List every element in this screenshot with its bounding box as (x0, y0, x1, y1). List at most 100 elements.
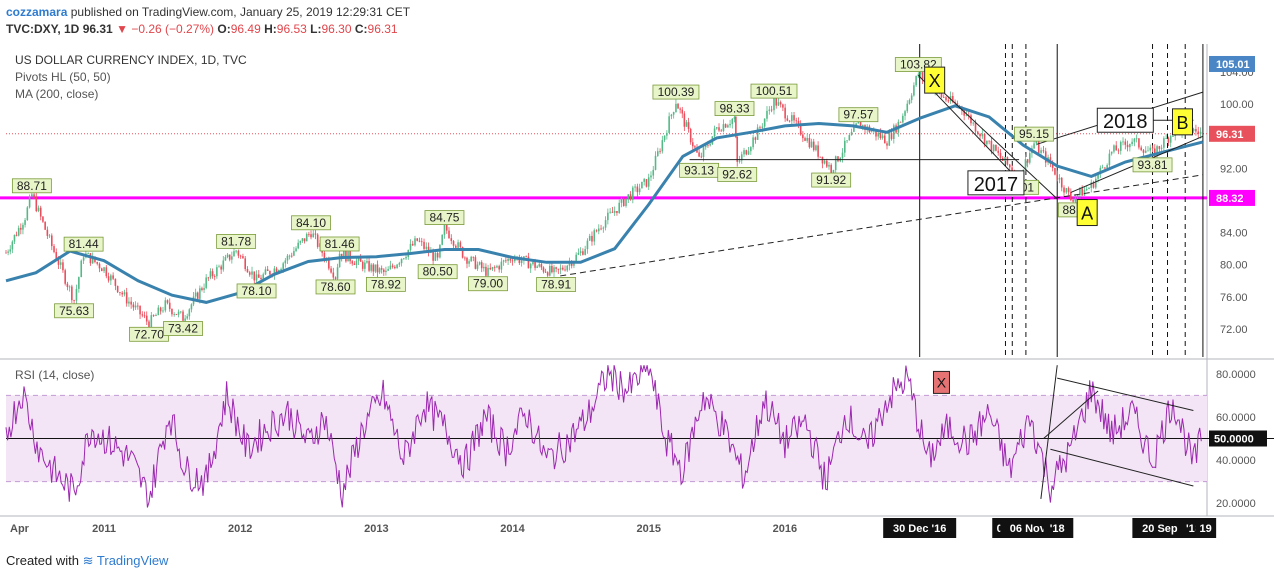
candle-body (496, 266, 498, 268)
candle-body (1138, 138, 1140, 148)
candle-body (420, 241, 423, 243)
candle-body (638, 188, 641, 193)
candle-body (175, 314, 178, 315)
candle-body (487, 267, 489, 276)
rsi-legend[interactable]: RSI (14, close) (15, 368, 95, 382)
candle-body (239, 255, 242, 257)
candle-body (799, 123, 802, 135)
candle-body (859, 120, 862, 128)
candle-body (205, 277, 207, 288)
tradingview-brand[interactable]: TradingView (96, 553, 169, 568)
candle-body (257, 274, 260, 278)
pivot-label: 88.71 (17, 179, 47, 193)
candle-body (650, 175, 652, 178)
candle-body (1024, 159, 1027, 170)
candle-body (913, 85, 915, 96)
candle-body (823, 160, 826, 164)
candle-body (103, 267, 105, 272)
candle-body (579, 251, 582, 253)
candle-body (525, 256, 527, 258)
candle-body (9, 249, 12, 252)
candle-body (766, 110, 768, 119)
candle-body (155, 315, 157, 317)
candle-body (423, 241, 425, 249)
author-name[interactable]: cozzamara (6, 5, 68, 19)
candle-body (290, 255, 293, 257)
candle-body (881, 135, 884, 138)
candle-body (387, 269, 389, 271)
pivot-label-box (63, 236, 104, 252)
pivot-label: 98.33 (719, 102, 749, 116)
pivots-legend[interactable]: Pivots HL (50, 50) (15, 70, 111, 84)
pivot-label: 91.92 (816, 173, 846, 187)
candle-body (480, 262, 483, 269)
candle-body (877, 133, 880, 137)
candle-body (1033, 143, 1035, 149)
candle-body (244, 258, 247, 270)
candle-body (11, 241, 14, 250)
candle-body (26, 207, 29, 221)
wave-label-box (924, 66, 946, 94)
candle-body (282, 263, 284, 270)
candle-body (940, 92, 943, 98)
candle-body (974, 122, 977, 132)
rsi-trend-4 (1050, 448, 1194, 487)
candle-body (720, 130, 723, 132)
candle-body (213, 276, 216, 277)
candle-body (542, 267, 545, 272)
candle-body (466, 257, 468, 264)
candle-body (791, 115, 793, 122)
ma-line (5, 104, 1204, 304)
candle-body (33, 194, 35, 198)
candle-body (564, 269, 566, 271)
candle-body (775, 96, 778, 106)
year-annotation-box (1096, 107, 1154, 133)
candle-body (385, 270, 387, 273)
candle-body (177, 311, 180, 315)
candle-body (607, 212, 609, 221)
candle-body (534, 261, 536, 268)
candle-body (593, 230, 596, 242)
candle-body (777, 102, 780, 106)
candle-body (511, 260, 514, 262)
ma-legend[interactable]: MA (200, close) (15, 87, 99, 101)
candle-body (125, 292, 128, 304)
candle-body (305, 233, 308, 242)
candle-body (474, 257, 477, 269)
candle-body (1110, 151, 1113, 154)
close-label: C: (354, 22, 368, 36)
rsi-wave-label-box (932, 370, 950, 394)
candle-body (729, 123, 731, 126)
candle-body (203, 287, 205, 290)
candle-body (884, 135, 886, 144)
candle-body (1133, 138, 1136, 142)
chart-title[interactable]: US DOLLAR CURRENCY INDEX, 1D, TVC (15, 53, 247, 67)
candle-body (722, 124, 725, 132)
candle-body (22, 224, 24, 230)
candle-body (736, 137, 739, 162)
candle-body (286, 255, 289, 261)
pivot-label: 75.63 (59, 304, 89, 318)
trendline-long (560, 174, 1203, 277)
candle-body (875, 130, 877, 137)
candle-body (743, 150, 745, 155)
candle-body (559, 267, 562, 270)
candle-body (1172, 136, 1174, 137)
candle-body (745, 150, 748, 155)
candle-body (700, 156, 703, 158)
candle-body (687, 122, 690, 129)
y-tick-label: 92.00 (1220, 163, 1248, 175)
pivot-label: 80.50 (423, 265, 453, 279)
candle-body (509, 258, 512, 261)
candle-body (31, 194, 33, 197)
price-badge-label: 96.31 (1216, 129, 1244, 141)
rsi-tick-label: 40.0000 (1216, 455, 1256, 467)
candle-body (1199, 131, 1202, 134)
year-annotation-box (967, 170, 1025, 196)
candle-body (1113, 145, 1115, 152)
time-badge (1043, 518, 1071, 538)
candle-body (724, 124, 727, 128)
candle-body (98, 263, 101, 269)
candle-body (312, 233, 315, 238)
candle-body (66, 283, 69, 288)
